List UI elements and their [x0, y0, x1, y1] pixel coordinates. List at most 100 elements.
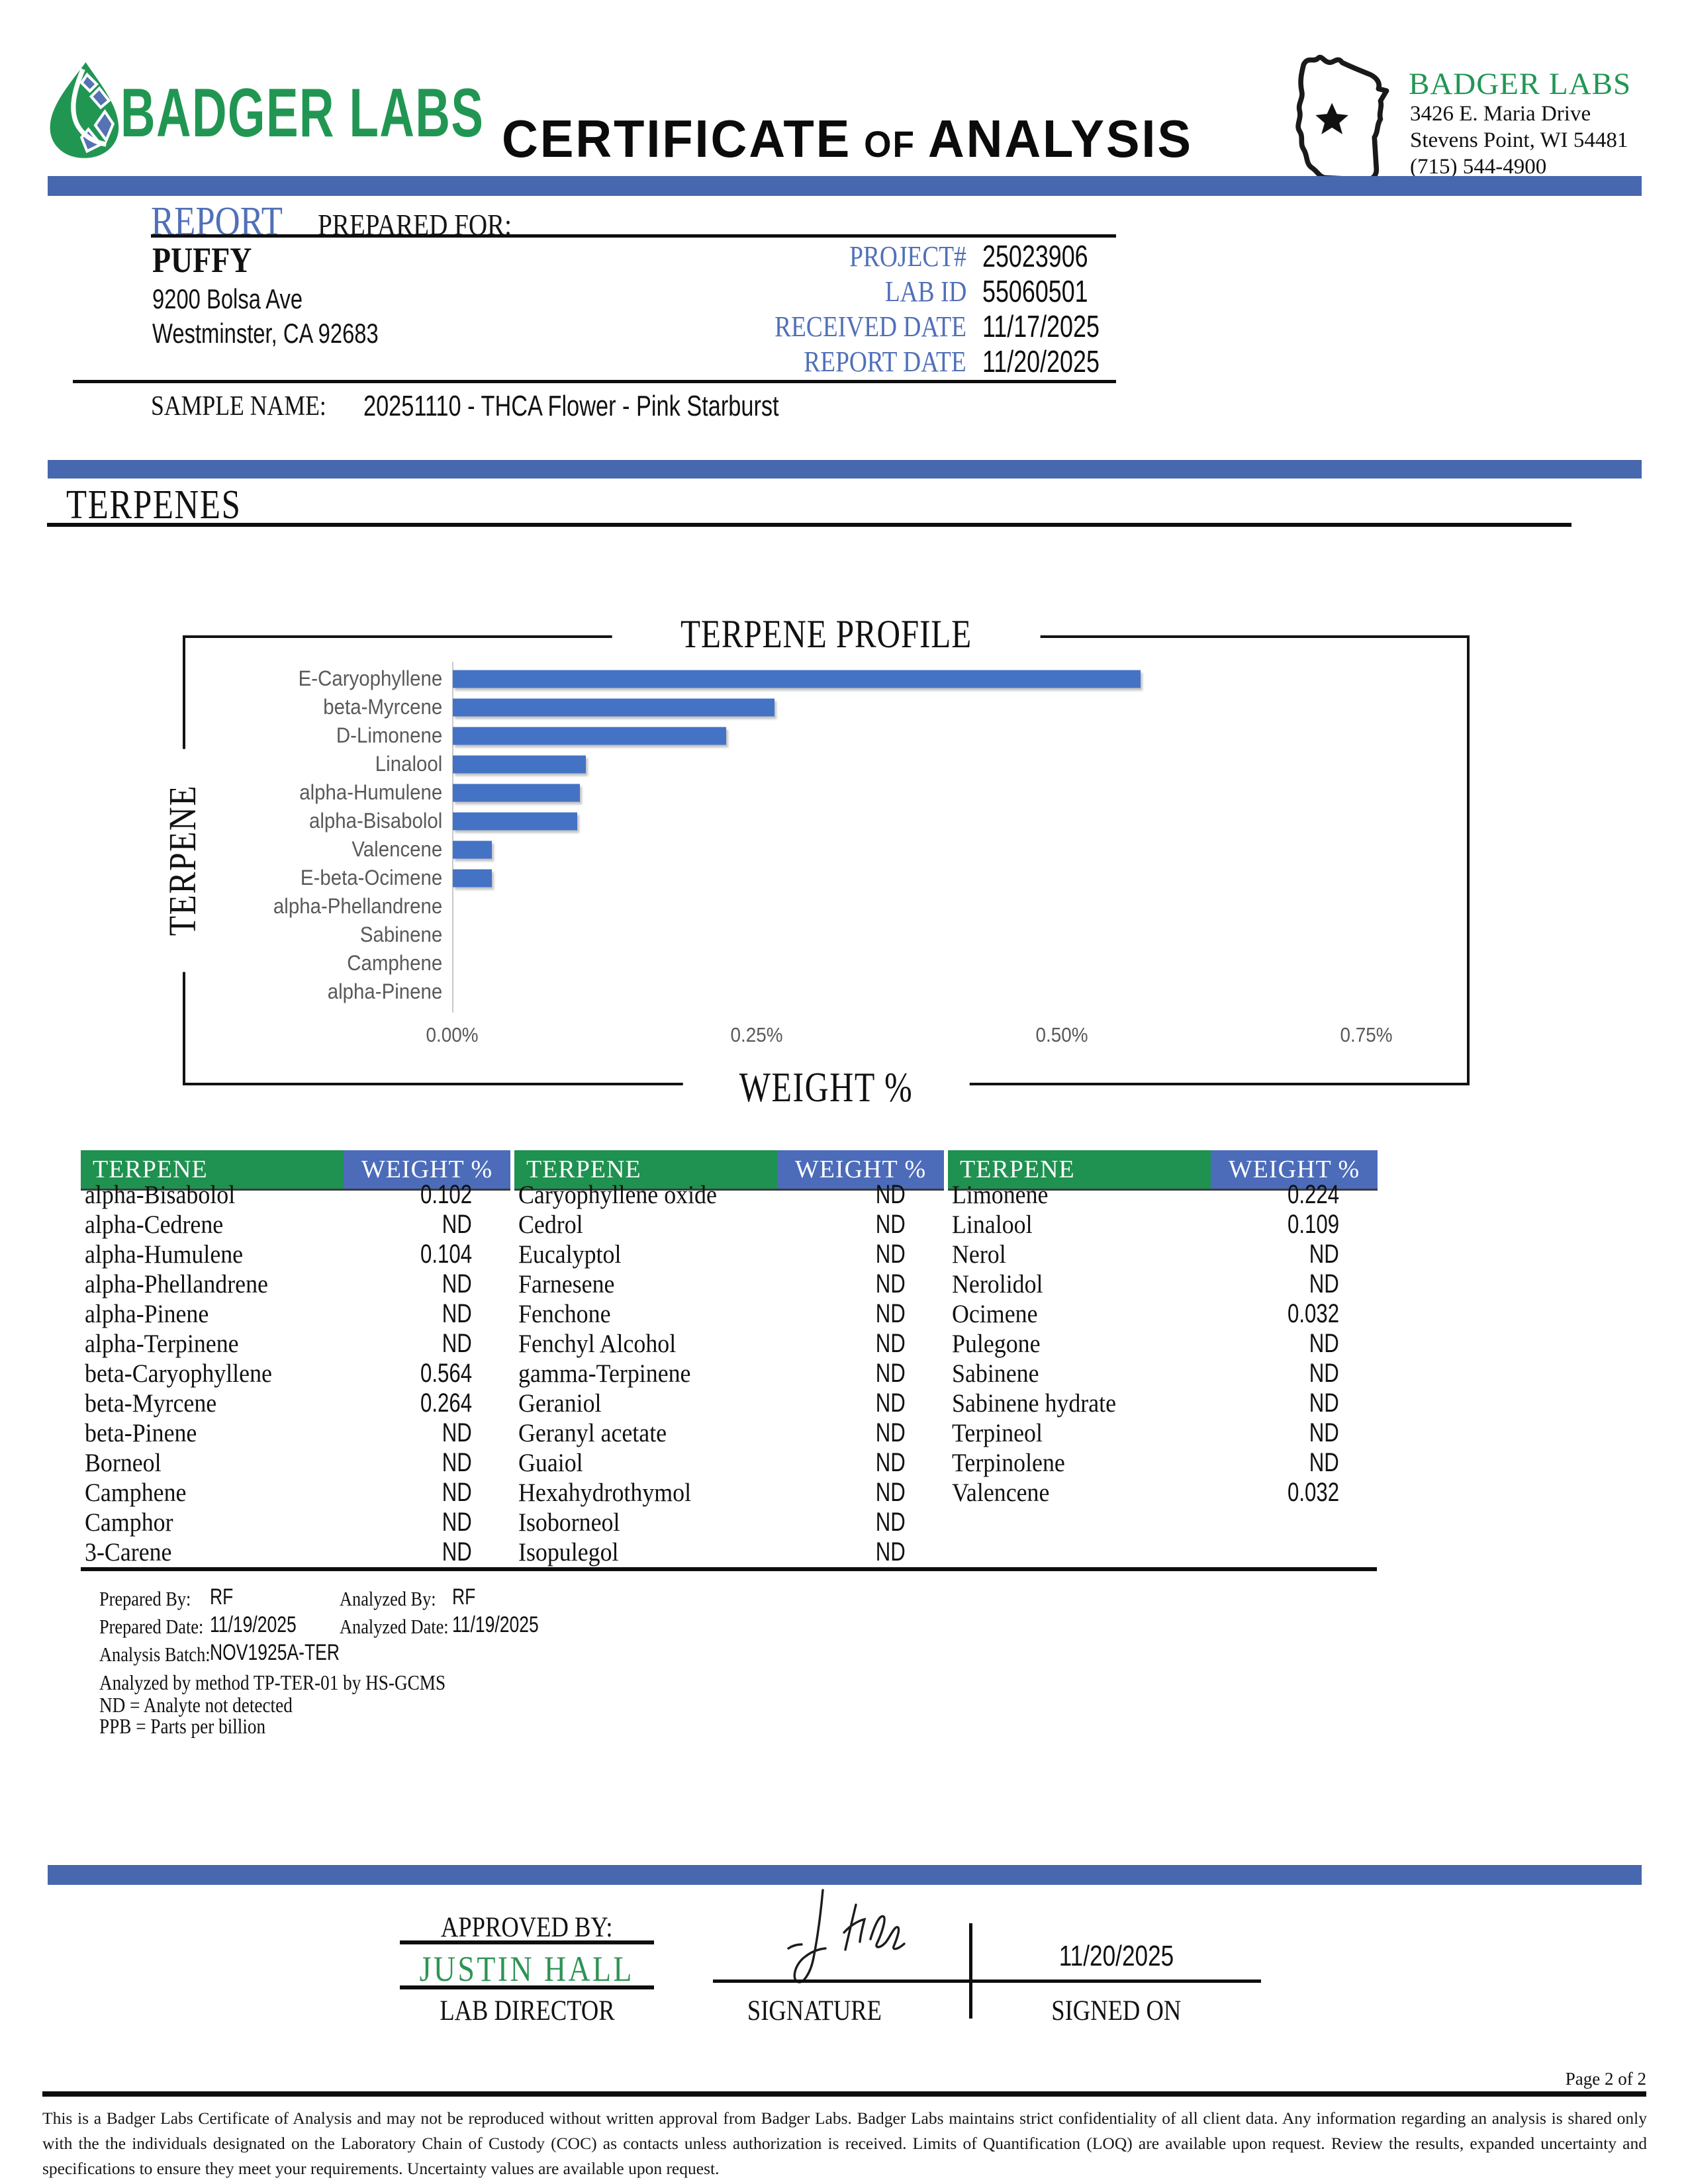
chart-row: beta-Myrcene — [195, 693, 1462, 721]
chart-row: alpha-Humulene — [195, 778, 1462, 807]
table-cell-weight-value: 0.102 — [420, 1180, 472, 1209]
chart-bar-track — [452, 864, 1462, 892]
terpene-results-table: TERPENE WEIGHT % alpha-Bisabolol 0.102 alpha… — [81, 1150, 1378, 1571]
table-cell-weight-value: ND — [442, 1478, 472, 1507]
rule-above-sample-name — [73, 380, 1116, 383]
table-cell-weight-value: 0.264 — [420, 1388, 472, 1418]
chart-row: Linalool — [195, 750, 1462, 778]
chart-x-tick-label: 0.50% — [1035, 1023, 1088, 1046]
table-cell-terpene-name: alpha-Humulene — [85, 1240, 244, 1269]
certificate-title-part2: OF — [864, 123, 915, 165]
approver-name-underline — [400, 1985, 654, 1989]
section-title-terpenes: TERPENES — [66, 482, 242, 527]
table-cell-terpene-name: Limonene — [952, 1181, 1049, 1209]
chart-bar — [453, 841, 492, 858]
chart-bar-track — [452, 778, 1462, 807]
table-cell-terpene-name: Caryophyllene oxide — [518, 1181, 717, 1209]
chart-category-label: Sabinene — [359, 923, 443, 946]
chart-bar-track — [452, 693, 1462, 721]
chart-title: TERPENE PROFILE — [612, 612, 1041, 657]
table-cell-weight-value: 0.564 — [420, 1359, 472, 1388]
meta-label-project: PROJECT# — [849, 240, 966, 273]
lab-phone: (715) 544-4900 — [1410, 155, 1547, 179]
table-cell-weight-value: ND — [875, 1418, 906, 1447]
table-cell-terpene-name: gamma-Terpinene — [518, 1359, 691, 1388]
chart-bar — [453, 869, 492, 887]
chart-y-axis-title: TERPENE — [160, 749, 205, 972]
table-header-terpene: TERPENE — [948, 1150, 1211, 1191]
sample-name-value: 20251110 - THCA Flower - Pink Starburst — [363, 390, 779, 422]
footer-rule — [42, 2091, 1646, 2097]
table-cell-weight-value: 0.224 — [1287, 1180, 1339, 1209]
chart-bar-track — [452, 721, 1462, 750]
table-header-weight: WEIGHT % — [777, 1150, 944, 1191]
table-header-terpene: TERPENE — [514, 1150, 777, 1191]
prepared-by-value: RF — [210, 1584, 234, 1610]
chart-bar — [453, 727, 726, 745]
page-number: Page 2 of 2 — [1565, 2069, 1646, 2089]
chart-category-label: Camphene — [347, 951, 443, 975]
table-column-group: TERPENE WEIGHT % Caryophyllene oxide ND Cedr… — [514, 1150, 944, 1567]
table-cell-weight-value: ND — [875, 1180, 906, 1209]
table-cell-terpene-name: Cedrol — [518, 1210, 583, 1239]
table-cell-terpene-name: Geraniol — [518, 1389, 602, 1418]
chart-bar-track — [452, 750, 1462, 778]
table-cell-terpene-name: Guaiol — [518, 1449, 583, 1477]
table-cell-terpene-name: Camphene — [85, 1479, 187, 1507]
chart-zero-axis-line — [452, 662, 453, 1013]
table-cell-weight-value: 0.032 — [1287, 1478, 1339, 1507]
nd-note: ND = Analyte not detected — [99, 1693, 293, 1717]
meta-label-reportdate: REPORT DATE — [804, 345, 966, 378]
signature-label: SIGNATURE — [747, 1995, 882, 2026]
table-header-weight: WEIGHT % — [1211, 1150, 1378, 1191]
chart-category-label: Valencene — [352, 837, 443, 861]
chart-bar — [453, 784, 580, 801]
prepared-by-label: Prepared By: — [99, 1587, 191, 1610]
certificate-title: CERTIFICATE OF ANALYSIS — [463, 109, 1231, 169]
table-cell-weight-value: ND — [875, 1508, 906, 1537]
table-cell-weight-value: ND — [875, 1269, 906, 1298]
report-heading-word: REPORT — [151, 199, 283, 244]
chart-row: E-Caryophyllene — [195, 664, 1462, 693]
table-cell-terpene-name: 3-Carene — [85, 1538, 172, 1567]
chart-bar-track — [452, 949, 1462, 978]
brand-wordmark: BADGER LABS — [120, 75, 485, 152]
badger-labs-leaf-logo — [50, 62, 119, 158]
table-cell-weight-value: ND — [1309, 1418, 1339, 1447]
chart-bar — [453, 755, 586, 773]
chart-x-tick-label: 0.00% — [426, 1023, 479, 1046]
meta-value-received: 11/17/2025 — [982, 309, 1100, 343]
chart-row: alpha-Pinene — [195, 978, 1462, 1006]
table-cell-terpene-name: alpha-Terpinene — [85, 1330, 239, 1358]
chart-x-axis-title: WEIGHT % — [682, 1063, 970, 1112]
table-cell-terpene-name: alpha-Cedrene — [85, 1210, 224, 1239]
table-cell-terpene-name: Pulegone — [952, 1330, 1041, 1358]
table-column-group: TERPENE WEIGHT % alpha-Bisabolol 0.102 alpha… — [81, 1150, 510, 1567]
chart-bar-track — [452, 978, 1462, 1006]
sample-name-label: SAMPLE NAME: — [151, 391, 326, 422]
table-cell-terpene-name: Isoborneol — [518, 1508, 620, 1537]
chart-x-tick-label: 0.75% — [1340, 1023, 1393, 1046]
table-header-weight: WEIGHT % — [344, 1150, 510, 1191]
table-cell-weight-value: ND — [442, 1329, 472, 1358]
client-address-line2: Westminster, CA 92683 — [152, 318, 379, 349]
meta-label-received: RECEIVED DATE — [774, 310, 966, 343]
certificate-title-part3: ANALYSIS — [927, 109, 1193, 168]
table-cell-terpene-name: Sabinene — [952, 1359, 1039, 1388]
table-cell-weight-value: ND — [875, 1388, 906, 1418]
chart-category-label: alpha-Pinene — [327, 979, 443, 1003]
chart-category-label: alpha-Humulene — [299, 780, 443, 804]
table-cell-terpene-name: Farnesene — [518, 1270, 615, 1298]
meta-value-project: 25023906 — [982, 239, 1088, 273]
table-cell-weight-value: ND — [875, 1240, 906, 1269]
chart-bar — [453, 812, 577, 830]
lab-address-line1: 3426 E. Maria Drive — [1410, 102, 1591, 126]
approved-by-label: APPROVED BY: — [441, 1912, 613, 1943]
analyzed-date-value: 11/19/2025 — [452, 1612, 539, 1637]
table-cell-weight-value: ND — [875, 1299, 906, 1328]
table-cell-terpene-name: Fenchyl Alcohol — [518, 1330, 677, 1358]
table-cell-terpene-name: Fenchone — [518, 1300, 611, 1328]
divider-bar-terpenes — [48, 460, 1642, 478]
chart-x-ticks: 0.00% 0.25% 0.50% 0.75% — [426, 1023, 1462, 1051]
signed-on-label: SIGNED ON — [1051, 1995, 1181, 2026]
